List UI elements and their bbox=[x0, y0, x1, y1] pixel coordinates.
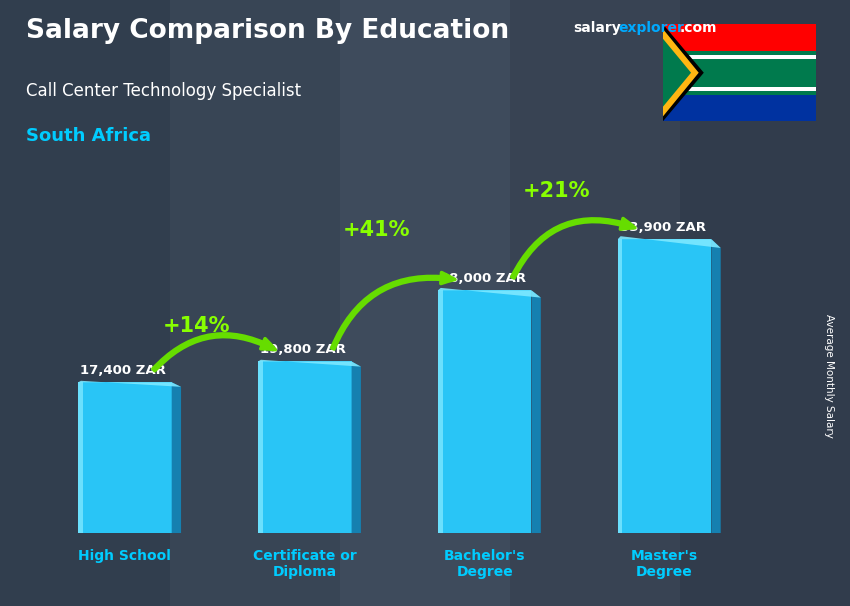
Text: +21%: +21% bbox=[523, 181, 591, 201]
Text: Salary Comparison By Education: Salary Comparison By Education bbox=[26, 18, 508, 44]
Polygon shape bbox=[352, 361, 361, 533]
Bar bbox=[618, 239, 622, 533]
Bar bbox=[663, 87, 816, 91]
Text: +41%: +41% bbox=[343, 219, 411, 239]
Bar bbox=[438, 290, 531, 533]
Polygon shape bbox=[663, 24, 704, 121]
Text: Certificate or
Diploma: Certificate or Diploma bbox=[253, 549, 357, 579]
Text: +14%: +14% bbox=[163, 316, 230, 336]
Text: .com: .com bbox=[680, 21, 717, 35]
Bar bbox=[663, 24, 816, 57]
Text: High School: High School bbox=[78, 549, 172, 563]
Bar bbox=[438, 290, 443, 533]
Text: Average Monthly Salary: Average Monthly Salary bbox=[824, 314, 834, 438]
Polygon shape bbox=[663, 39, 691, 107]
Text: salary: salary bbox=[574, 21, 621, 35]
Polygon shape bbox=[531, 290, 541, 533]
Bar bbox=[258, 361, 352, 533]
Text: 28,000 ZAR: 28,000 ZAR bbox=[439, 272, 526, 285]
Polygon shape bbox=[438, 288, 541, 298]
Text: South Africa: South Africa bbox=[26, 127, 150, 145]
Polygon shape bbox=[172, 382, 181, 533]
Bar bbox=[618, 239, 711, 533]
Polygon shape bbox=[618, 236, 721, 248]
Text: 33,900 ZAR: 33,900 ZAR bbox=[620, 221, 706, 234]
Text: 17,400 ZAR: 17,400 ZAR bbox=[80, 364, 166, 377]
Text: Call Center Technology Specialist: Call Center Technology Specialist bbox=[26, 82, 301, 100]
FancyArrowPatch shape bbox=[332, 273, 455, 349]
Polygon shape bbox=[78, 381, 181, 387]
Polygon shape bbox=[711, 239, 721, 533]
Text: Bachelor's
Degree: Bachelor's Degree bbox=[444, 549, 525, 579]
Bar bbox=[78, 382, 82, 533]
Polygon shape bbox=[258, 360, 361, 367]
Bar bbox=[258, 361, 263, 533]
FancyArrowPatch shape bbox=[153, 334, 275, 371]
FancyArrowPatch shape bbox=[512, 218, 635, 278]
Text: explorer: explorer bbox=[619, 21, 684, 35]
Text: Master's
Degree: Master's Degree bbox=[631, 549, 698, 579]
Bar bbox=[663, 55, 816, 59]
Polygon shape bbox=[663, 29, 699, 116]
Bar bbox=[663, 88, 816, 121]
Text: 19,800 ZAR: 19,800 ZAR bbox=[260, 343, 346, 356]
Bar bbox=[663, 51, 816, 95]
Bar bbox=[78, 382, 172, 533]
